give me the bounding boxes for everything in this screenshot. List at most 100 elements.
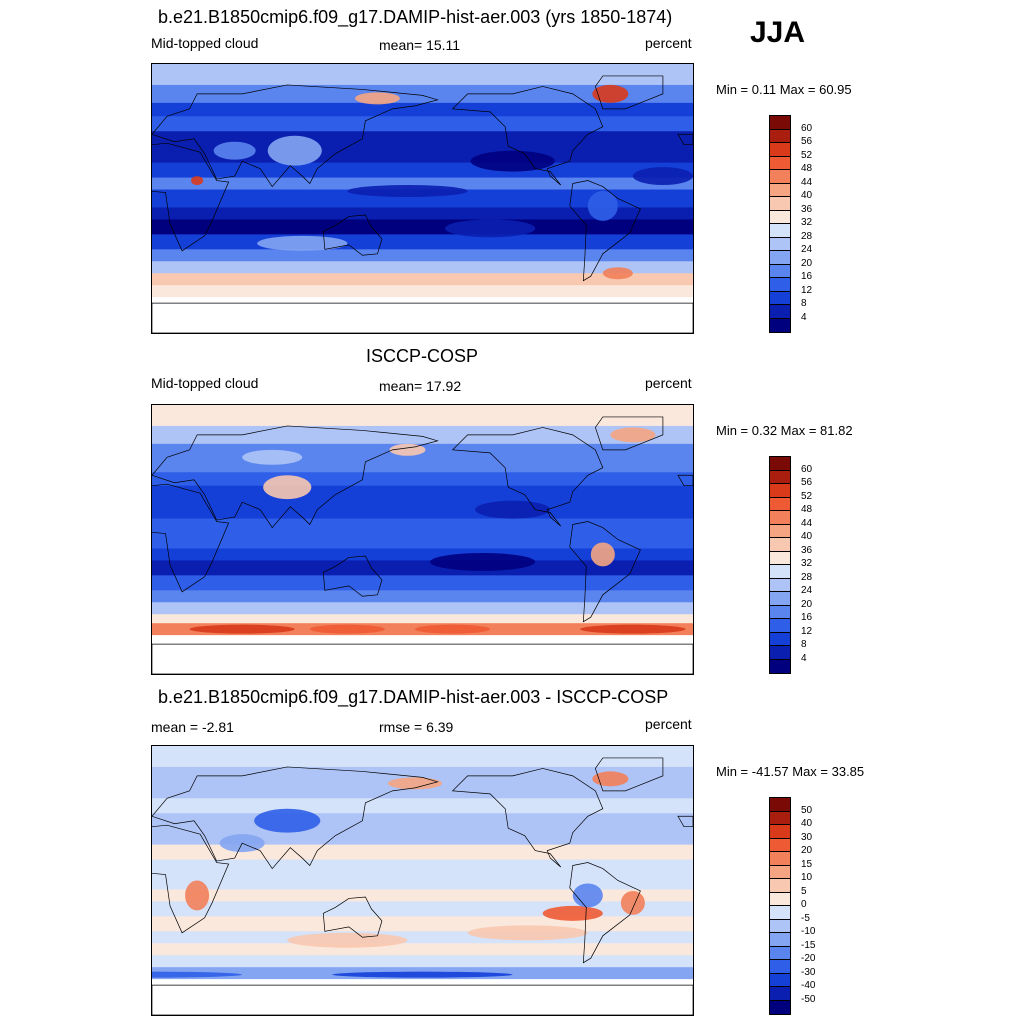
colorbar-swatch [770, 251, 790, 265]
coastline [152, 483, 230, 593]
colorbar-swatch [770, 1000, 790, 1014]
colorbar-tick-label: 40 [801, 818, 813, 829]
field-anomaly [620, 890, 645, 915]
colorbar-swatch [770, 291, 790, 305]
field-band [152, 784, 693, 799]
field-anomaly [580, 624, 686, 634]
field-anomaly [332, 971, 513, 978]
field-band [152, 116, 693, 132]
colorbar-swatch [770, 646, 790, 660]
antarctica-outline [152, 984, 693, 1015]
panel-3-minmax: Min = -41.57 Max = 33.85 [716, 764, 865, 779]
field-band [152, 548, 693, 561]
colorbar-tick-label: 60 [801, 463, 813, 475]
field-anomaly [267, 135, 322, 166]
coastline [152, 824, 230, 934]
field-anomaly [309, 624, 385, 634]
colorbar-tick-label: 4 [801, 311, 807, 323]
field-band [152, 285, 693, 298]
colorbar-swatch [770, 237, 790, 251]
field-anomaly [587, 191, 618, 221]
colorbar-swatch [770, 318, 790, 332]
field-anomaly [592, 84, 629, 103]
field-anomaly [592, 771, 629, 787]
field-band [152, 472, 693, 487]
coastline [677, 133, 693, 146]
field-anomaly [152, 971, 243, 978]
colorbar-tick-label: 16 [801, 612, 813, 623]
coastline [322, 896, 383, 938]
colorbar-box [769, 115, 791, 333]
colorbar-tick-label: -20 [801, 953, 816, 964]
colorbar-swatch [770, 551, 790, 565]
panel-1-mean: mean= 15.11 [379, 37, 461, 53]
field-anomaly [590, 542, 615, 567]
colorbar-tick-label: 56 [801, 136, 813, 147]
field-anomaly [213, 141, 256, 160]
colorbar-swatch [770, 197, 790, 211]
colorbar-swatch [770, 933, 790, 947]
field-band [152, 84, 693, 104]
field-band [152, 207, 693, 220]
field-anomaly [467, 925, 588, 941]
field-band [152, 746, 693, 768]
antarctica-outline [152, 643, 693, 674]
colorbar-swatch [770, 224, 790, 238]
colorbar-tick-label: 5 [801, 885, 807, 897]
field-anomaly [185, 880, 210, 911]
colorbar-swatch [770, 838, 790, 852]
field-band [152, 405, 693, 427]
colorbar-tick-label: 60 [801, 122, 813, 134]
field-band [152, 234, 693, 250]
antarctica-outline [152, 302, 693, 333]
colorbar-tick-label: 50 [801, 804, 813, 816]
coastline [451, 427, 604, 527]
colorbar-tick-label: 32 [801, 217, 813, 228]
field-anomaly [572, 883, 603, 908]
colorbar-tick-label: -15 [801, 939, 816, 951]
colorbar-swatch [770, 210, 790, 224]
colorbar-tick-label: 48 [801, 163, 813, 174]
panel-2-left-label: Mid-topped cloud [151, 375, 259, 391]
field-band [152, 916, 693, 932]
coastline [569, 180, 641, 282]
coastline [322, 555, 383, 597]
field-anomaly [354, 92, 400, 105]
colorbar-swatch [770, 143, 790, 157]
field-band [152, 798, 693, 814]
panel-1-title: b.e21.B1850cmip6.f09_g17.DAMIP-hist-aer.… [158, 7, 673, 27]
colorbar-swatch [770, 470, 790, 484]
panel-3-title: b.e21.B1850cmip6.f09_g17.DAMIP-hist-aer.… [158, 687, 669, 707]
colorbar-swatch [770, 811, 790, 825]
panel-3-map [151, 745, 694, 1016]
field-anomaly [242, 449, 303, 465]
colorbar-tick-label: 32 [801, 558, 813, 569]
colorbar-tick-label: 10 [801, 872, 813, 883]
colorbar-swatch [770, 865, 790, 879]
field-band [152, 518, 693, 532]
colorbar-swatch [770, 659, 790, 673]
colorbar-tick-label: 30 [801, 831, 813, 843]
colorbar-tick-label: 0 [801, 899, 807, 910]
field-anomaly [430, 552, 536, 571]
field-band [152, 530, 693, 549]
field-band [152, 219, 693, 235]
colorbar-swatch [770, 497, 790, 511]
colorbar-box [769, 797, 791, 1015]
colorbar-tick-label: 16 [801, 271, 813, 282]
coastline [152, 766, 439, 870]
colorbar-swatch [770, 919, 790, 933]
colorbar-tick-label: 36 [801, 544, 813, 556]
panel-2-title: ISCCP-COSP [366, 346, 479, 366]
panel-2-map [151, 404, 694, 675]
colorbar-tick-label: 12 [801, 625, 813, 637]
panel-3-mean: mean = -2.81 [151, 719, 234, 735]
colorbar-swatch [770, 278, 790, 292]
colorbar-swatch [770, 632, 790, 646]
field-anomaly [263, 475, 312, 500]
colorbar-swatch [770, 946, 790, 960]
coastline [152, 425, 439, 529]
colorbar-tick-label: 48 [801, 504, 813, 515]
field-anomaly [414, 624, 491, 634]
panel-3-rmse: rmse = 6.39 [379, 719, 454, 735]
